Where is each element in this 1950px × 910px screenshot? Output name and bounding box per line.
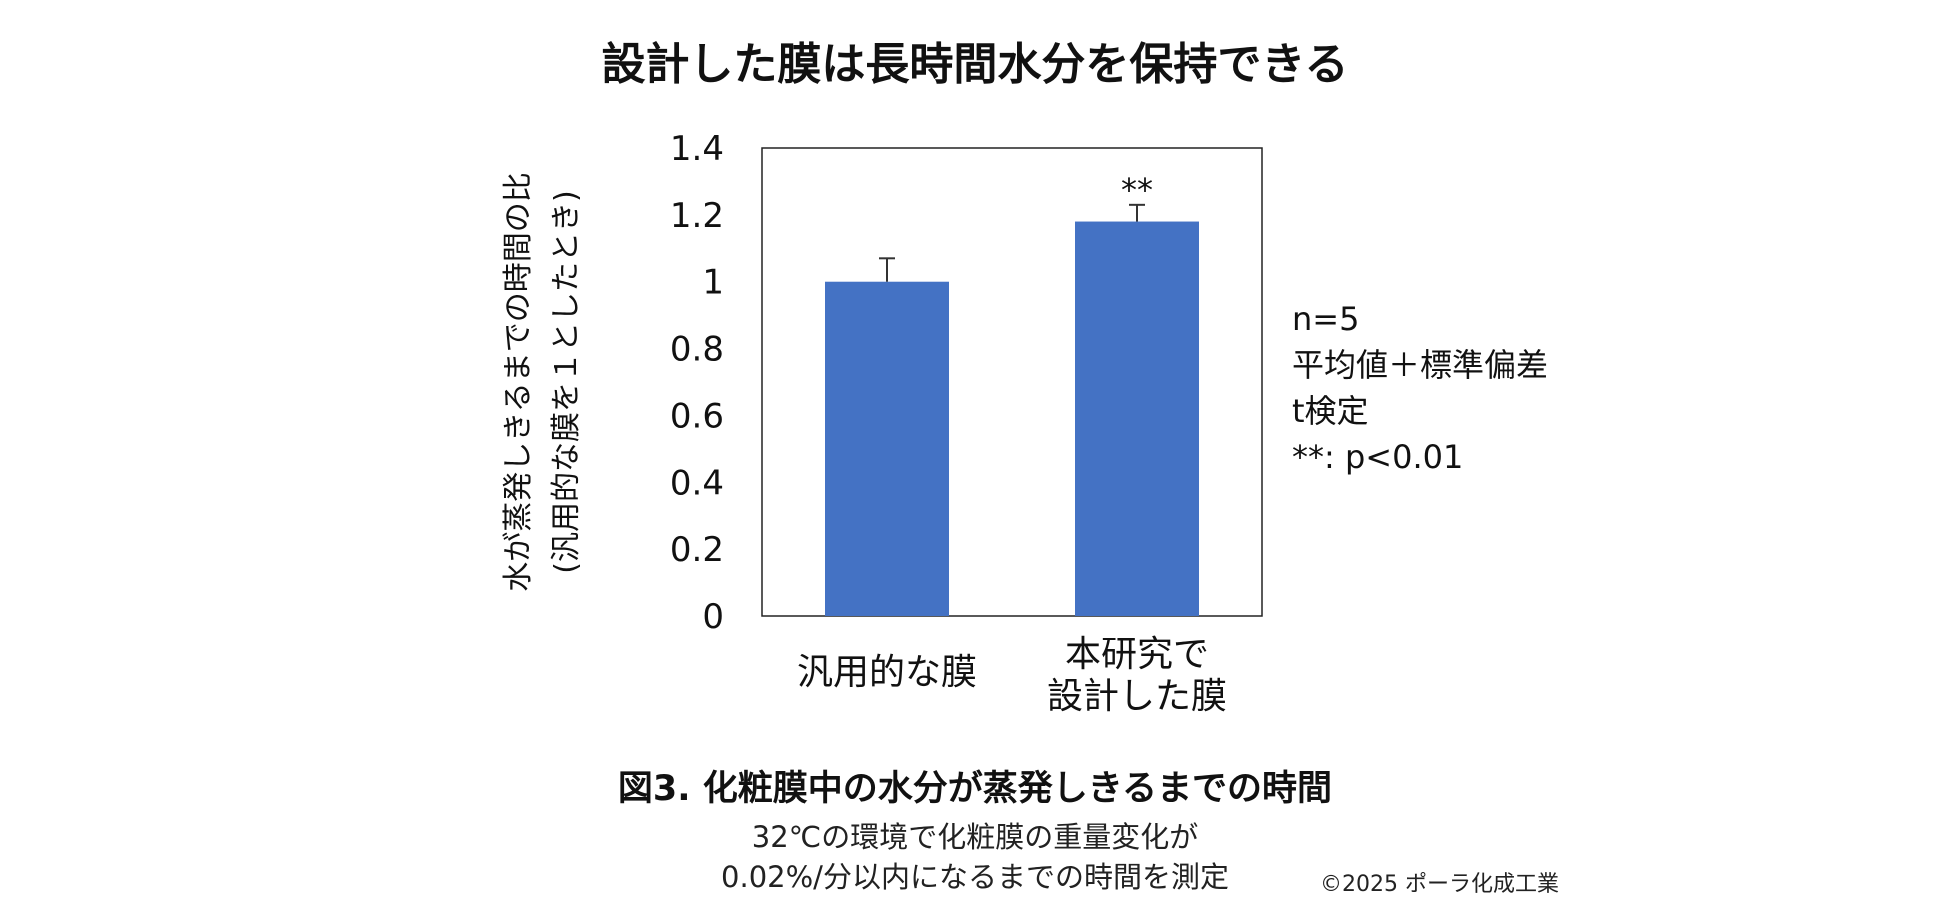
x-category-label: 本研究で: [1065, 634, 1209, 675]
figure-subcaption-line-1: 32℃の環境で化粧膜の重量変化が: [751, 820, 1199, 854]
note-test-method: t検定: [1292, 392, 1369, 430]
bar: [1075, 221, 1199, 617]
note-error-type: 平均値＋標準偏差: [1292, 346, 1549, 384]
chart-title: 設計した膜は長時間水分を保持できる: [601, 39, 1349, 90]
x-category-label: 設計した膜: [1047, 676, 1227, 717]
y-axis-label-line: 水が蒸発しきるまでの時間の比: [501, 172, 536, 591]
y-tick-label: 1.2: [670, 196, 724, 236]
y-tick-label: 0.4: [670, 463, 724, 503]
y-tick-label: 0.6: [670, 396, 724, 436]
y-tick-label: 0.8: [670, 330, 724, 370]
note-significance: **: p<0.01: [1292, 438, 1464, 476]
y-tick-label: 0: [702, 597, 724, 637]
bar: [825, 281, 949, 616]
plot-frame: [761, 147, 1263, 617]
statistics-notes: n=5 平均値＋標準偏差 t検定 **: p<0.01: [1292, 296, 1548, 480]
y-tick-label: 0.2: [670, 530, 724, 570]
significance-marker: **: [1121, 171, 1153, 209]
y-axis-label-line: (汎用的な膜を１としたとき): [549, 190, 584, 573]
y-tick-label: 1: [702, 263, 724, 303]
figure-subcaption-line-2: 0.02%/分以内になるまでの時間を測定: [721, 860, 1229, 894]
copyright-notice: ©2025 ポーラ化成工業: [1320, 872, 1559, 897]
x-category-label: 汎用的な膜: [797, 652, 977, 693]
bar-chart: 0 0.2 0.4 0.6 0.8 1 1.2 1.4 水が蒸発しきるまでの時間の比 (汎用的な膜…: [501, 129, 1263, 717]
note-sample-size: n=5: [1292, 300, 1360, 338]
y-tick-label: 1.4: [670, 129, 724, 169]
figure-caption: 図3. 化粧膜中の水分が蒸発しきるまでの時間: [617, 769, 1333, 809]
